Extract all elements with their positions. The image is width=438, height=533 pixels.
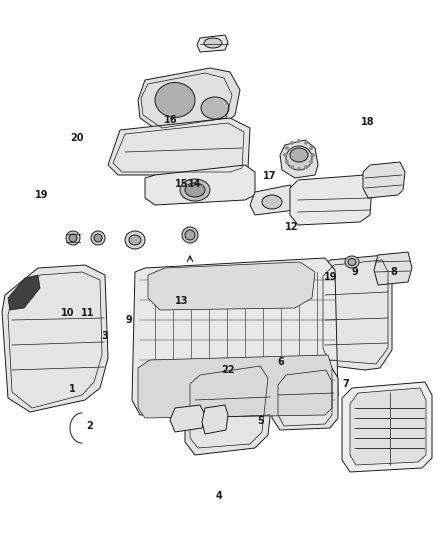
Text: 3: 3 bbox=[102, 331, 109, 341]
Ellipse shape bbox=[283, 153, 287, 157]
Polygon shape bbox=[280, 140, 318, 178]
Ellipse shape bbox=[297, 139, 301, 143]
Text: 18: 18 bbox=[361, 117, 375, 126]
Ellipse shape bbox=[290, 165, 294, 169]
Ellipse shape bbox=[69, 234, 77, 242]
Ellipse shape bbox=[201, 97, 229, 119]
Polygon shape bbox=[108, 118, 250, 175]
Polygon shape bbox=[132, 258, 338, 415]
Text: 1: 1 bbox=[69, 384, 76, 394]
Ellipse shape bbox=[290, 141, 294, 145]
Ellipse shape bbox=[297, 167, 301, 171]
Text: 8: 8 bbox=[391, 267, 398, 277]
Ellipse shape bbox=[155, 83, 195, 117]
Text: 12: 12 bbox=[285, 222, 298, 231]
Text: 2: 2 bbox=[86, 422, 93, 431]
Polygon shape bbox=[363, 162, 405, 198]
Ellipse shape bbox=[91, 231, 105, 245]
Ellipse shape bbox=[185, 230, 195, 240]
Ellipse shape bbox=[304, 141, 308, 145]
Ellipse shape bbox=[309, 160, 313, 164]
Polygon shape bbox=[138, 355, 332, 418]
Ellipse shape bbox=[129, 235, 141, 245]
Ellipse shape bbox=[345, 256, 359, 268]
Text: 5: 5 bbox=[257, 416, 264, 426]
Ellipse shape bbox=[94, 234, 102, 242]
Ellipse shape bbox=[66, 231, 80, 245]
Text: 15: 15 bbox=[175, 179, 188, 189]
Text: 20: 20 bbox=[70, 133, 83, 142]
Polygon shape bbox=[202, 405, 228, 434]
Text: 10: 10 bbox=[61, 309, 74, 318]
Polygon shape bbox=[197, 35, 228, 52]
Text: 9: 9 bbox=[126, 315, 133, 325]
Text: 14: 14 bbox=[188, 179, 201, 189]
Text: 19: 19 bbox=[35, 190, 48, 199]
Ellipse shape bbox=[262, 195, 282, 209]
Polygon shape bbox=[2, 265, 108, 412]
Text: 19: 19 bbox=[324, 272, 337, 282]
Ellipse shape bbox=[285, 146, 289, 150]
Ellipse shape bbox=[285, 160, 289, 164]
Ellipse shape bbox=[182, 227, 198, 243]
Text: 4: 4 bbox=[215, 491, 223, 500]
Ellipse shape bbox=[185, 183, 205, 197]
Polygon shape bbox=[145, 165, 255, 205]
Polygon shape bbox=[374, 252, 412, 285]
Ellipse shape bbox=[180, 179, 210, 201]
Polygon shape bbox=[148, 262, 315, 310]
Text: 9: 9 bbox=[351, 267, 358, 277]
Text: 16: 16 bbox=[164, 115, 177, 125]
Text: 13: 13 bbox=[175, 296, 188, 306]
Polygon shape bbox=[350, 388, 426, 465]
Ellipse shape bbox=[125, 231, 145, 249]
Polygon shape bbox=[318, 255, 392, 370]
Ellipse shape bbox=[304, 165, 308, 169]
Polygon shape bbox=[290, 175, 372, 225]
Polygon shape bbox=[250, 185, 298, 215]
Ellipse shape bbox=[309, 146, 313, 150]
Ellipse shape bbox=[311, 153, 315, 157]
Polygon shape bbox=[8, 275, 40, 310]
Polygon shape bbox=[138, 68, 240, 132]
Ellipse shape bbox=[290, 148, 308, 162]
Ellipse shape bbox=[204, 38, 222, 48]
Polygon shape bbox=[170, 405, 205, 432]
Polygon shape bbox=[272, 365, 338, 430]
Text: 17: 17 bbox=[263, 171, 276, 181]
Text: 6: 6 bbox=[277, 358, 284, 367]
Text: 22: 22 bbox=[221, 366, 234, 375]
Polygon shape bbox=[185, 358, 275, 455]
Text: 11: 11 bbox=[81, 309, 94, 318]
Polygon shape bbox=[342, 382, 432, 472]
Ellipse shape bbox=[286, 146, 312, 170]
Text: 7: 7 bbox=[343, 379, 350, 389]
Ellipse shape bbox=[348, 259, 356, 265]
